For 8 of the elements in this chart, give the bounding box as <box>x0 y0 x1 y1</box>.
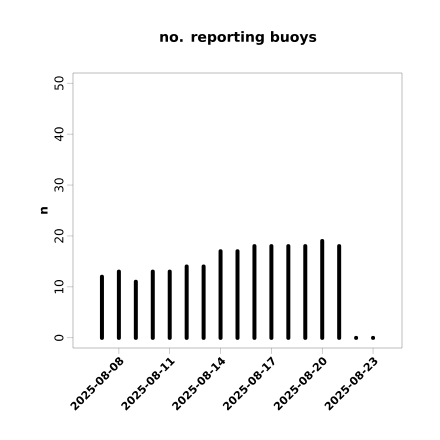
y-axis-title: n <box>40 207 48 214</box>
chart-title: no. reporting buoys <box>160 31 316 45</box>
y-tick-label: 40 <box>54 127 64 142</box>
y-tick-label: 50 <box>54 76 64 90</box>
y-tick-label: 20 <box>54 229 64 243</box>
y-tick-label: 30 <box>54 178 64 192</box>
y-tick-label: 0 <box>54 334 64 341</box>
y-tick-label: 10 <box>54 280 64 294</box>
